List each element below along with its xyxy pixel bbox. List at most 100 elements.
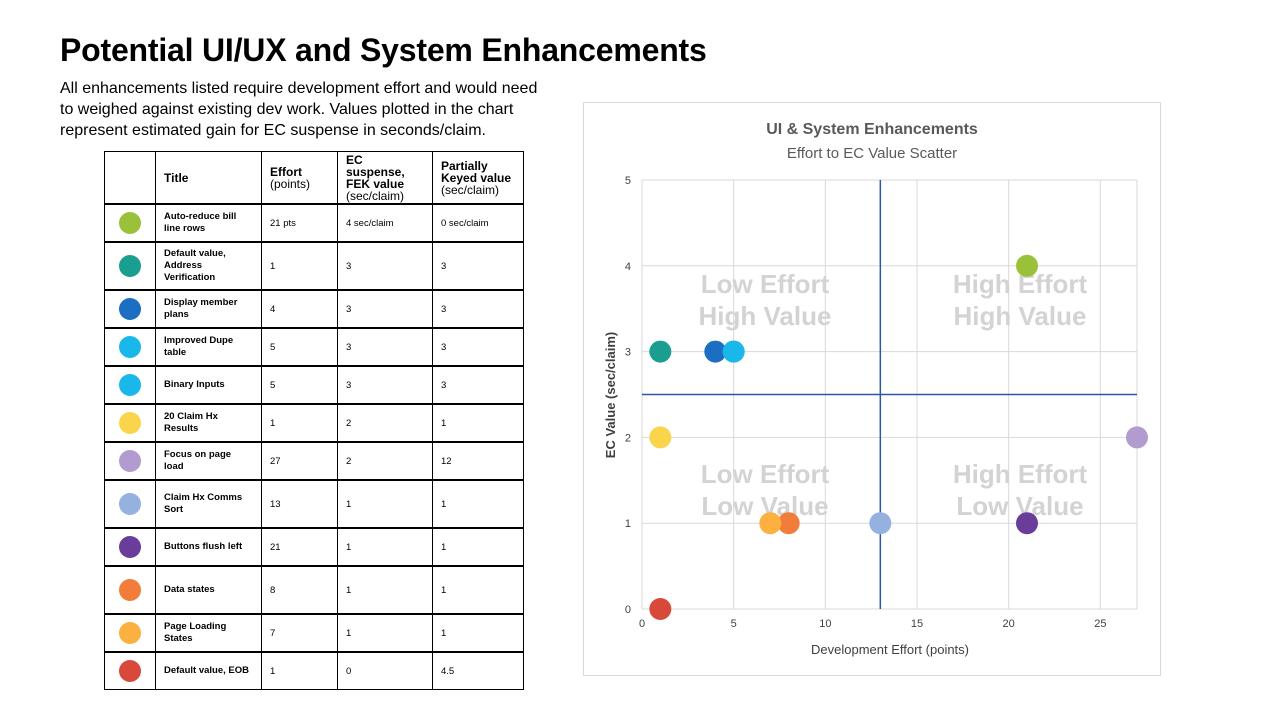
color-dot-icon [119, 660, 141, 682]
title-cell: Binary Inputs [155, 365, 262, 405]
scatter-point [704, 340, 727, 363]
description-line: to weighed against existing dev work. Va… [60, 101, 514, 118]
pk-value-cell: 12 [432, 441, 524, 481]
chart-subtitle: Effort to EC Value Scatter [787, 145, 957, 162]
color-dot-icon [119, 579, 141, 601]
chart-canvas: UI & System Enhancements Effort to EC Va… [603, 121, 1148, 657]
table-row: Data states 8 1 1 [104, 565, 524, 615]
color-dot-icon [119, 336, 141, 358]
x-tick-label: 5 [731, 618, 737, 630]
color-dot-icon [119, 412, 141, 434]
table-header-row: Title Effort (points) EC suspense, FEK va… [104, 151, 524, 205]
ec-value-cell: 1 [337, 527, 433, 567]
quadrant-label: High Value [699, 301, 832, 331]
table-row: Display member plans 4 3 3 [104, 289, 524, 329]
effort-cell: 4 [261, 289, 338, 329]
table-row: Claim Hx Comms Sort 13 1 1 [104, 479, 524, 529]
color-dot-icon [119, 212, 141, 234]
pk-value-cell: 1 [432, 565, 524, 615]
table-row: Improved Dupe table 5 3 3 [104, 327, 524, 367]
title-column-header: Title [155, 151, 262, 205]
color-cell [104, 441, 156, 481]
color-cell [104, 565, 156, 615]
pk-column-header: Partially Keyed value (sec/claim) [432, 151, 524, 205]
x-axis-label: Development Effort (points) [811, 642, 969, 657]
color-cell [104, 289, 156, 329]
effort-cell: 13 [261, 479, 338, 529]
x-tick-label: 15 [911, 618, 923, 630]
scatter-point [722, 340, 745, 363]
ec-value-cell: 2 [337, 441, 433, 481]
color-dot-icon [119, 374, 141, 396]
pk-value-cell: 3 [432, 365, 524, 405]
title-cell: Buttons flush left [155, 527, 262, 567]
color-cell [104, 403, 156, 443]
quadrant-label: High Value [954, 301, 1087, 331]
effort-cell: 21 pts [261, 203, 338, 243]
pk-value-cell: 0 sec/claim [432, 203, 524, 243]
ec-value-cell: 3 [337, 289, 433, 329]
color-dot-icon [119, 536, 141, 558]
page-title: Potential UI/UX and System Enhancements [60, 32, 707, 68]
ec-value-cell: 0 [337, 651, 433, 690]
effort-column-header: Effort (points) [261, 151, 338, 205]
effort-cell: 1 [261, 651, 338, 690]
quadrant-label: Low Effort [701, 269, 830, 299]
table-row: Binary Inputs 5 3 3 [104, 365, 524, 405]
color-cell [104, 327, 156, 367]
effort-cell: 1 [261, 241, 338, 291]
pk-value-cell: 1 [432, 527, 524, 567]
color-cell [104, 527, 156, 567]
title-cell: Improved Dupe table [155, 327, 262, 367]
ec-value-cell: 3 [337, 365, 433, 405]
x-tick-label: 0 [639, 618, 645, 630]
title-cell: Data states [155, 565, 262, 615]
title-cell: Page Loading States [155, 613, 262, 653]
x-tick-label: 10 [819, 618, 831, 630]
scatter-point [649, 340, 672, 363]
title-cell: Default value, EOB [155, 651, 262, 690]
ec-column-header: EC suspense, FEK value (sec/claim) [337, 151, 433, 205]
pk-value-cell: 4.5 [432, 651, 524, 690]
effort-cell: 8 [261, 565, 338, 615]
title-cell: Auto-reduce bill line rows [155, 203, 262, 243]
table-row: 20 Claim Hx Results 1 2 1 [104, 403, 524, 443]
pk-value-cell: 3 [432, 241, 524, 291]
scatter-point [759, 512, 782, 535]
color-cell [104, 241, 156, 291]
scatter-point [1016, 512, 1038, 535]
y-tick-label: 4 [625, 261, 631, 273]
color-dot-icon [119, 298, 141, 320]
quadrant-label: High Effort [953, 459, 1088, 489]
scatter-point [869, 512, 892, 535]
title-cell: Default value, Address Verification [155, 241, 262, 291]
effort-cell: 5 [261, 327, 338, 367]
x-tick-label: 25 [1094, 618, 1106, 630]
pk-value-cell: 3 [432, 289, 524, 329]
ec-value-cell: 2 [337, 403, 433, 443]
effort-cell: 27 [261, 441, 338, 481]
ec-value-cell: 1 [337, 565, 433, 615]
color-cell [104, 613, 156, 653]
color-cell [104, 365, 156, 405]
ec-value-cell: 3 [337, 241, 433, 291]
scatter-point [1016, 254, 1038, 277]
chart-title: UI & System Enhancements [766, 121, 978, 138]
x-tick-label: 20 [1003, 618, 1015, 630]
table-row: Focus on page load 27 2 12 [104, 441, 524, 481]
scatter-point [777, 512, 800, 535]
pk-value-cell: 1 [432, 479, 524, 529]
y-tick-label: 1 [625, 518, 631, 530]
title-cell: Display member plans [155, 289, 262, 329]
effort-cell: 5 [261, 365, 338, 405]
ec-value-cell: 4 sec/claim [337, 203, 433, 243]
scatter-chart: UI & System Enhancements Effort to EC Va… [583, 102, 1161, 676]
y-tick-label: 0 [625, 604, 631, 616]
table-row: Default value, Address Verification 1 3 3 [104, 241, 524, 291]
y-tick-label: 5 [625, 175, 631, 187]
color-dot-icon [119, 255, 141, 277]
table-row: Buttons flush left 21 1 1 [104, 527, 524, 567]
color-dot-icon [119, 622, 141, 644]
color-dot-icon [119, 493, 141, 515]
color-cell [104, 651, 156, 690]
